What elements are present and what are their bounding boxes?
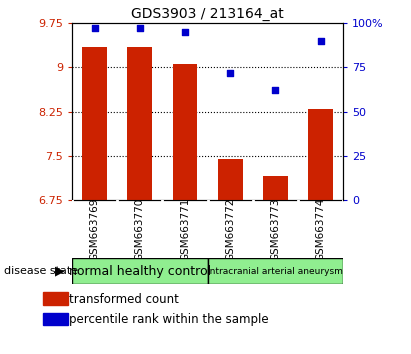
Text: ▶: ▶ [55,265,65,278]
Point [272,87,279,93]
Point [91,25,98,31]
Text: GSM663773: GSM663773 [270,198,280,261]
Bar [43,292,68,304]
Text: disease state: disease state [4,266,78,276]
Point [136,25,143,31]
Text: intracranial arterial aneurysm: intracranial arterial aneurysm [208,267,343,276]
Bar [308,109,333,200]
Bar [218,159,242,200]
Bar [72,258,208,284]
Text: transformed count: transformed count [69,293,179,306]
Text: GSM663772: GSM663772 [225,198,235,261]
Text: GSM663774: GSM663774 [316,198,326,261]
Bar [208,258,343,284]
Text: GSM663769: GSM663769 [90,198,99,261]
Text: normal healthy control: normal healthy control [69,265,211,278]
Bar [43,313,68,325]
Title: GDS3903 / 213164_at: GDS3903 / 213164_at [131,7,284,21]
Point [182,29,188,35]
Point [227,70,233,75]
Text: GSM663770: GSM663770 [135,198,145,261]
Bar [263,176,288,200]
Text: GSM663771: GSM663771 [180,198,190,261]
Bar [173,64,197,200]
Text: percentile rank within the sample: percentile rank within the sample [69,313,269,326]
Bar [82,47,107,200]
Bar [127,47,152,200]
Point [317,38,324,44]
